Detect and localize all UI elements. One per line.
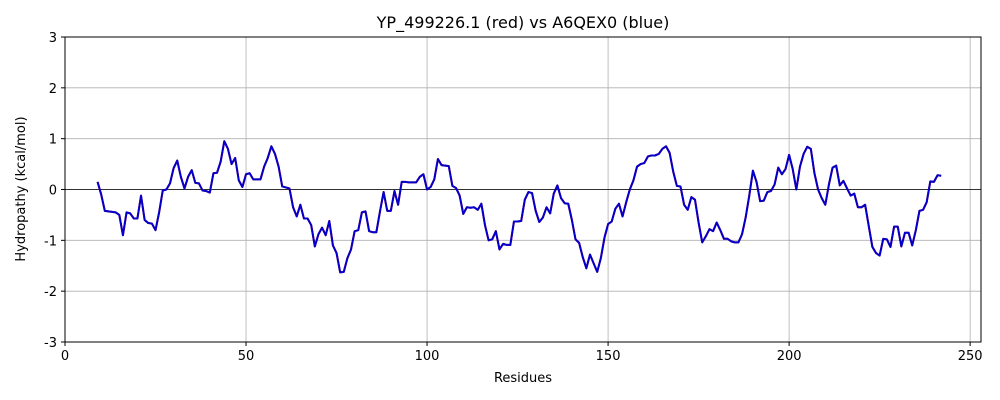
x-tick-label: 100: [415, 349, 440, 364]
x-tick-label: 250: [958, 349, 983, 364]
x-tick-label: 50: [238, 349, 255, 364]
y-tick-label: 2: [49, 82, 57, 97]
x-tick-label: 200: [777, 349, 802, 364]
y-tick-label: -2: [44, 285, 57, 300]
plot-frame: [64, 36, 982, 343]
x-tick-label: 0: [61, 349, 69, 364]
y-tick-label: 0: [49, 184, 57, 199]
y-axis-label: Hydropathy (kcal/mol): [14, 116, 29, 261]
y-tick-label: 3: [49, 31, 57, 46]
y-tick-label: -3: [44, 336, 57, 351]
x-axis-label: Residues: [494, 371, 552, 386]
chart-title: YP_499226.1 (red) vs A6QEX0 (blue): [376, 13, 670, 33]
x-tick-label: 150: [596, 349, 621, 364]
series-line: [96, 140, 942, 274]
y-tick-label: -1: [44, 234, 57, 249]
series-line: [96, 140, 942, 274]
y-tick-label: 1: [49, 133, 57, 148]
